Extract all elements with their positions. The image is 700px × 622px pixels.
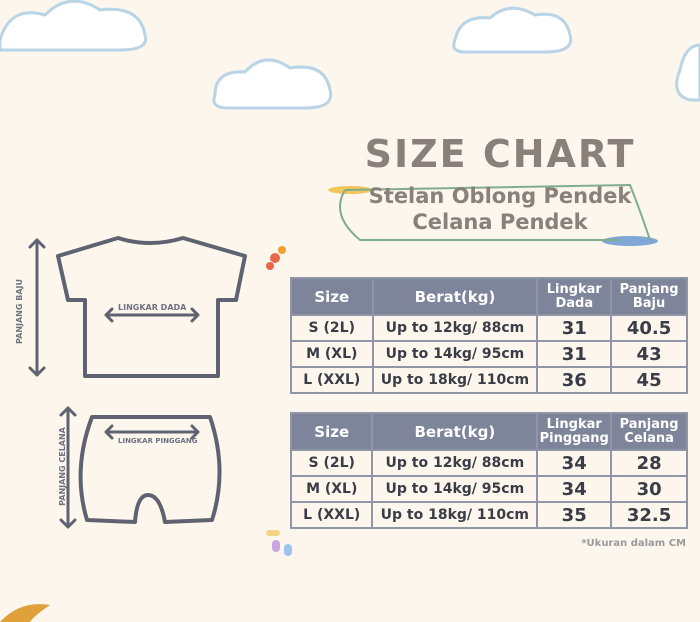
cell-size: M (XL) bbox=[290, 340, 374, 368]
unit-note: *Ukuran dalam CM bbox=[581, 538, 686, 549]
shirt-length-arrow-icon bbox=[28, 238, 46, 377]
subtitle-line-1: Stelan Oblong Pendek bbox=[368, 184, 632, 208]
page-title: SIZE CHART bbox=[364, 132, 636, 176]
clothing-diagram bbox=[28, 236, 247, 529]
cell-weight: Up to 18kg/ 110cm bbox=[371, 501, 539, 529]
pants-size-table: Size Berat(kg) Lingkar Pinggang Panjang … bbox=[289, 412, 688, 529]
cell-length: 45 bbox=[610, 366, 688, 394]
cell-weight: Up to 12kg/ 88cm bbox=[371, 314, 539, 342]
cloud-icon bbox=[452, 6, 573, 54]
pants-length-arrow-icon bbox=[59, 406, 77, 529]
cloud-icon bbox=[675, 43, 700, 102]
chest-arrow-icon bbox=[104, 307, 200, 323]
leaf-icon bbox=[0, 604, 50, 622]
cell-length: 40.5 bbox=[610, 314, 688, 342]
cell-length: 30 bbox=[610, 475, 688, 503]
cell-weight: Up to 14kg/ 95cm bbox=[371, 340, 539, 368]
cell-waist: 35 bbox=[536, 501, 613, 529]
table-row: S (2L) Up to 12kg/ 88cm 34 28 bbox=[289, 449, 688, 477]
cell-length: 28 bbox=[610, 449, 688, 477]
cell-size: M (XL) bbox=[289, 475, 374, 503]
flower-icon bbox=[266, 246, 286, 270]
cell-length: 32.5 bbox=[610, 501, 688, 529]
pants-length-label: PANJANG CELANA bbox=[57, 427, 67, 506]
header-size: Size bbox=[290, 277, 374, 316]
header-waist: Lingkar Pinggang bbox=[536, 412, 613, 451]
waist-arrow-icon bbox=[104, 424, 200, 440]
cloud-icon bbox=[0, 0, 148, 52]
table-header-row: Size Berat(kg) Lingkar Dada Panjang Baju bbox=[290, 277, 688, 316]
header-pants-length: Panjang Celana bbox=[610, 412, 688, 451]
cell-size: S (2L) bbox=[290, 314, 374, 342]
header-weight: Berat(kg) bbox=[371, 277, 539, 316]
cell-weight: Up to 12kg/ 88cm bbox=[371, 449, 539, 477]
table-row: L (XXL) Up to 18kg/ 110cm 35 32.5 bbox=[289, 501, 688, 529]
shirt-size-table: Size Berat(kg) Lingkar Dada Panjang Baju… bbox=[290, 277, 688, 394]
cell-weight: Up to 14kg/ 95cm bbox=[371, 475, 539, 503]
table-row: M (XL) Up to 14kg/ 95cm 31 43 bbox=[290, 340, 688, 368]
candy-icon bbox=[266, 530, 292, 556]
cell-chest: 36 bbox=[536, 366, 613, 394]
cell-size: S (2L) bbox=[289, 449, 374, 477]
cell-size: L (XXL) bbox=[290, 366, 374, 394]
cell-chest: 31 bbox=[536, 340, 613, 368]
header-chest: Lingkar Dada bbox=[536, 277, 613, 316]
shorts-outline-icon bbox=[78, 415, 222, 524]
table-row: L (XXL) Up to 18kg/ 110cm 36 45 bbox=[290, 366, 688, 394]
cell-size: L (XXL) bbox=[289, 501, 374, 529]
table-header-row: Size Berat(kg) Lingkar Pinggang Panjang … bbox=[289, 412, 688, 451]
table-row: M (XL) Up to 14kg/ 95cm 34 30 bbox=[289, 475, 688, 503]
cloud-icon bbox=[212, 58, 333, 110]
cell-waist: 34 bbox=[536, 475, 613, 503]
header-size: Size bbox=[289, 412, 374, 451]
header-shirt-length: Panjang Baju bbox=[610, 277, 688, 316]
cell-weight: Up to 18kg/ 110cm bbox=[371, 366, 539, 394]
shirt-outline-icon bbox=[56, 236, 247, 378]
cell-chest: 31 bbox=[536, 314, 613, 342]
subtitle-line-2: Celana Pendek bbox=[412, 210, 588, 234]
cell-length: 43 bbox=[610, 340, 688, 368]
cell-waist: 34 bbox=[536, 449, 613, 477]
shirt-length-label: PANJANG BAJU bbox=[15, 279, 24, 344]
header-weight: Berat(kg) bbox=[371, 412, 539, 451]
waist-label: LINGKAR PINGGANG bbox=[118, 437, 198, 445]
subtitle: Stelan Oblong Pendek Celana Pendek bbox=[340, 183, 660, 235]
table-row: S (2L) Up to 12kg/ 88cm 31 40.5 bbox=[290, 314, 688, 342]
chest-label: LINGKAR DADA bbox=[118, 303, 187, 312]
